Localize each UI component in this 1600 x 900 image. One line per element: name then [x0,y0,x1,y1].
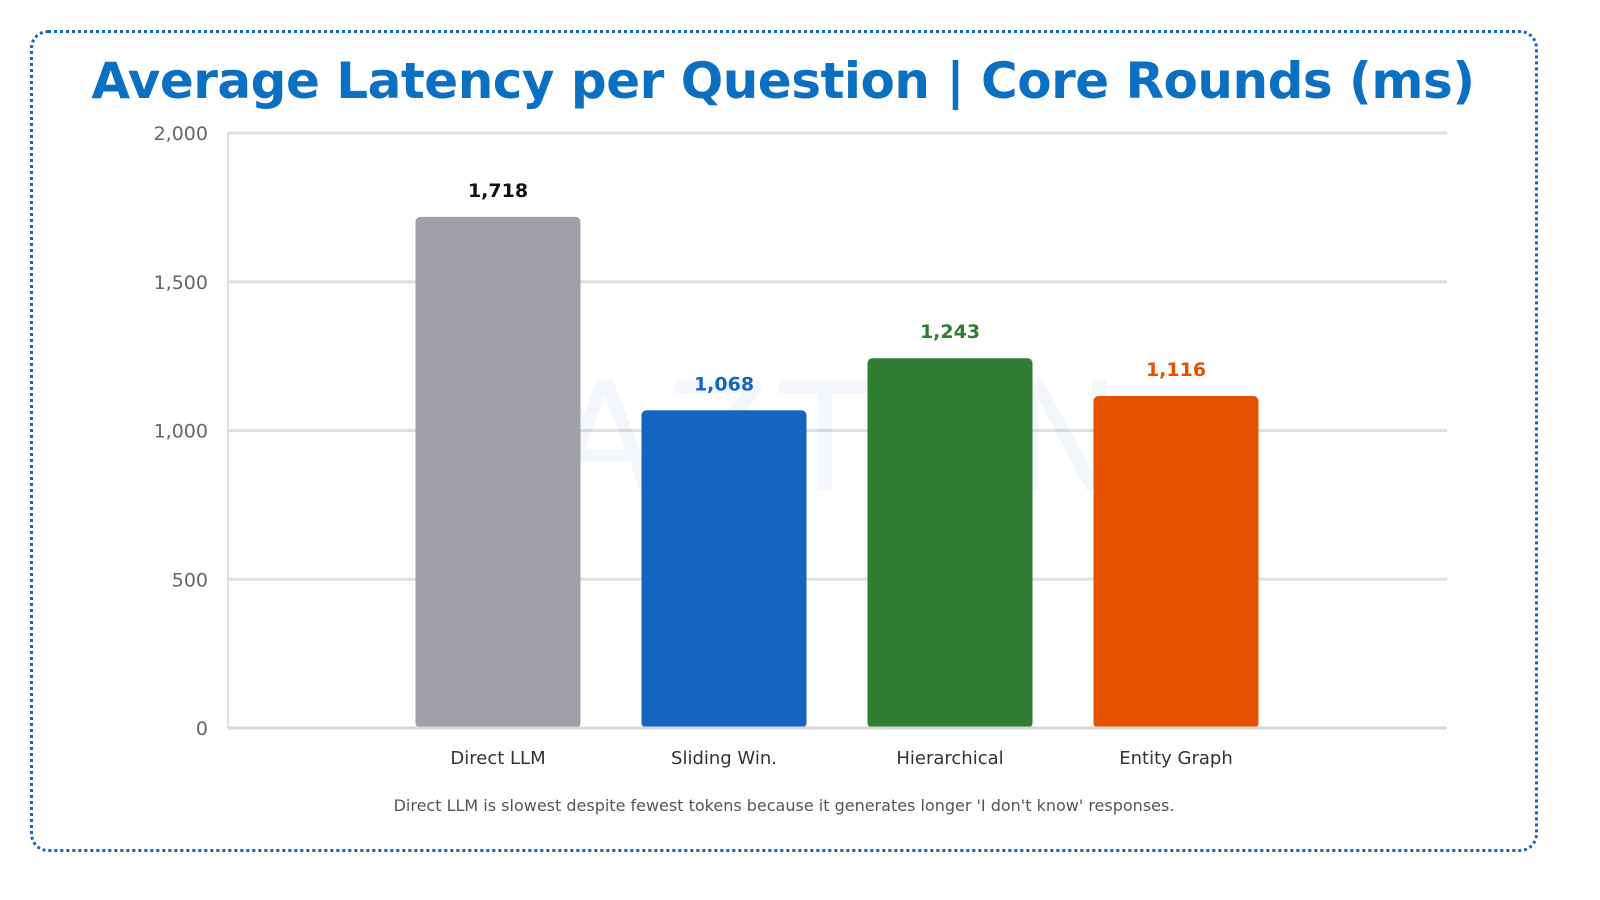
chart-title: Average Latency per Question | Core Roun… [91,52,1475,110]
x-tick-label: Sliding Win. [671,748,777,769]
chart-caption: Direct LLM is slowest despite fewest tok… [393,796,1175,815]
y-tick-label: 500 [172,569,208,591]
x-tick-label: Hierarchical [896,748,1003,769]
y-tick-label: 2,000 [154,123,208,145]
data-label: 1,718 [468,180,528,202]
chart-frame [30,30,1538,852]
y-tick-label: 0 [196,718,208,740]
bar [641,410,807,728]
data-label: 1,243 [920,321,980,343]
bar [415,216,581,728]
bar [867,358,1033,728]
bar [1093,395,1259,728]
data-label: 1,068 [694,373,754,395]
x-tick-label: Direct LLM [450,748,545,769]
y-tick-label: 1,000 [154,421,208,443]
x-tick-label: Entity Graph [1119,748,1232,769]
y-tick-label: 1,500 [154,272,208,294]
data-label: 1,116 [1146,359,1206,381]
